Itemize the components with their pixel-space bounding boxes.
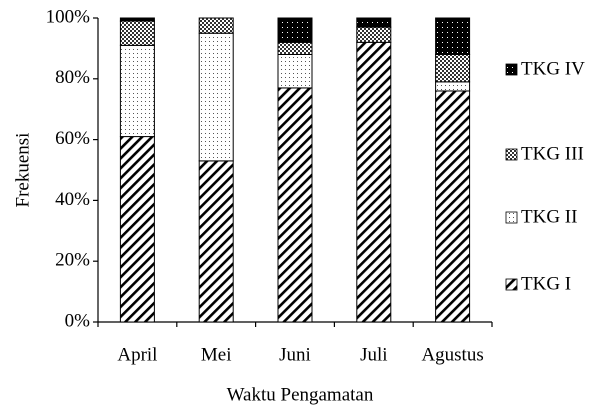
bar-segment	[119, 17, 155, 22]
x-tick-label: Juni	[279, 344, 311, 365]
bar-segment	[277, 87, 313, 323]
legend-swatch	[505, 63, 518, 76]
y-axis-title: Frekuensi	[12, 133, 33, 208]
y-tick-label: 0%	[65, 310, 91, 331]
y-tick-label: 40%	[55, 189, 90, 210]
bar-segment	[356, 26, 392, 43]
x-tick-label: Agustus	[421, 344, 483, 365]
bar-segment	[119, 136, 155, 323]
legend-swatch	[505, 148, 518, 161]
legend-label: TKG III	[521, 143, 584, 164]
x-tick-label: Mei	[201, 344, 232, 365]
x-tick-label: Juli	[360, 344, 387, 365]
y-tick-label: 100%	[46, 6, 91, 27]
bar-segment	[277, 41, 313, 55]
bar-segment	[277, 53, 313, 89]
legend-label: TKG II	[521, 206, 577, 227]
y-tick-label: 60%	[55, 128, 90, 149]
bar-segment	[277, 17, 313, 43]
x-axis-title: Waktu Pengamatan	[227, 384, 374, 405]
y-tick-label: 20%	[55, 250, 90, 271]
bar-segment	[198, 32, 234, 162]
legend-swatch	[505, 211, 518, 224]
bar-segment	[119, 20, 155, 46]
bar-segment	[435, 53, 471, 83]
bar-segment	[198, 17, 234, 34]
legend-label: TKG I	[521, 273, 571, 294]
bar-segment	[356, 41, 392, 323]
bar-segment	[119, 44, 155, 138]
bar-segment	[356, 17, 392, 28]
bar-segment	[198, 160, 234, 323]
legend-swatch	[505, 278, 518, 291]
y-tick-label: 80%	[55, 67, 90, 88]
legend-label: TKG IV	[521, 58, 585, 79]
bar-segment	[435, 81, 471, 92]
bar-segment	[435, 90, 471, 323]
bar-segment	[435, 17, 471, 55]
x-tick-label: April	[117, 344, 157, 365]
